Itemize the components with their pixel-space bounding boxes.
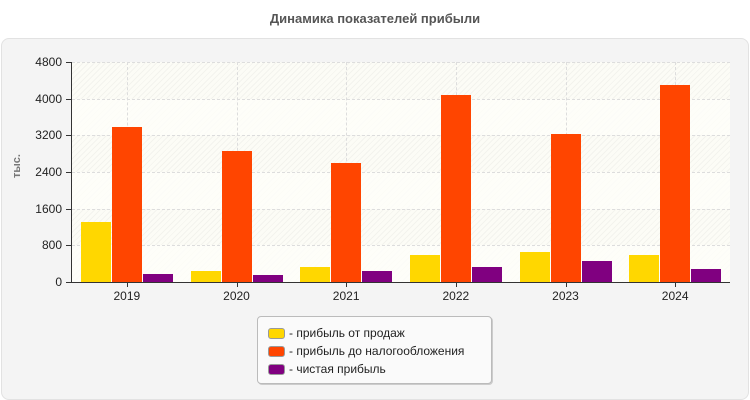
legend-item-sales-profit: - прибыль от продаж (268, 324, 405, 342)
legend-swatch-icon (268, 363, 285, 375)
y-tick-label: 1600 (35, 201, 62, 216)
x-tick-label: 2024 (661, 289, 689, 303)
bar[interactable] (300, 267, 331, 282)
bar[interactable] (691, 269, 722, 282)
bar[interactable] (190, 270, 221, 282)
x-tick (236, 282, 238, 287)
y-tick (66, 135, 72, 137)
x-tick-label: 2019 (113, 289, 141, 303)
bar[interactable] (550, 133, 581, 282)
h-gridline (72, 62, 730, 63)
legend-label: - прибыль от продаж (289, 326, 405, 340)
grid-band (72, 98, 730, 136)
y-tick-label: 4000 (35, 91, 62, 106)
plot-area (72, 62, 730, 282)
x-tick-label: 2020 (223, 289, 250, 303)
y-tick-label: 3200 (35, 128, 62, 143)
grid-band (72, 172, 730, 209)
bar[interactable] (629, 255, 660, 282)
y-tick (66, 172, 72, 173)
h-gridline (72, 208, 730, 210)
bar[interactable] (440, 95, 471, 282)
bar[interactable] (111, 127, 142, 282)
bar[interactable] (252, 274, 283, 282)
y-tick-label: 2400 (35, 165, 62, 179)
bar[interactable] (660, 84, 691, 282)
bar[interactable] (331, 162, 362, 282)
h-gridline (72, 135, 730, 137)
bar[interactable] (80, 222, 111, 282)
x-tick (565, 282, 567, 287)
h-gridline (72, 245, 730, 247)
y-tick-label: 800 (41, 238, 62, 253)
y-tick (66, 208, 72, 210)
chart-title: Динамика показателей прибыли (269, 11, 481, 26)
x-tick-label: 2023 (552, 289, 579, 303)
legend-label: - чистая прибыль (289, 362, 386, 376)
h-gridline (72, 98, 730, 100)
bar[interactable] (362, 270, 393, 282)
bar[interactable] (142, 273, 173, 282)
x-tick (126, 282, 128, 287)
grid-band (72, 245, 730, 282)
x-tick (346, 282, 348, 287)
bar[interactable] (519, 251, 550, 282)
h-gridline (72, 172, 730, 173)
legend-item-net-profit: - чистая прибыль (268, 360, 386, 378)
legend-label: - прибыль до налогообложения (289, 344, 465, 358)
y-tick-label: 4800 (35, 55, 62, 69)
bar[interactable] (581, 261, 612, 282)
x-tick-label: 2021 (332, 289, 360, 303)
y-tick-label: 0 (55, 275, 62, 289)
bar[interactable] (471, 267, 502, 282)
x-tick-label: 2022 (442, 289, 470, 303)
y-tick (66, 282, 72, 283)
bar[interactable] (409, 254, 440, 282)
x-tick (675, 282, 677, 287)
y-tick (66, 245, 72, 247)
legend-swatch-icon (268, 345, 285, 357)
x-axis-line (66, 282, 730, 283)
legend-swatch-icon (268, 327, 285, 339)
legend: - прибыль от продаж - прибыль до налогоо… (257, 316, 492, 384)
legend-item-pretax-profit: - прибыль до налогообложения (268, 342, 464, 360)
bar[interactable] (221, 151, 252, 282)
y-tick (66, 98, 72, 100)
x-tick (455, 282, 457, 287)
y-tick (66, 62, 72, 63)
